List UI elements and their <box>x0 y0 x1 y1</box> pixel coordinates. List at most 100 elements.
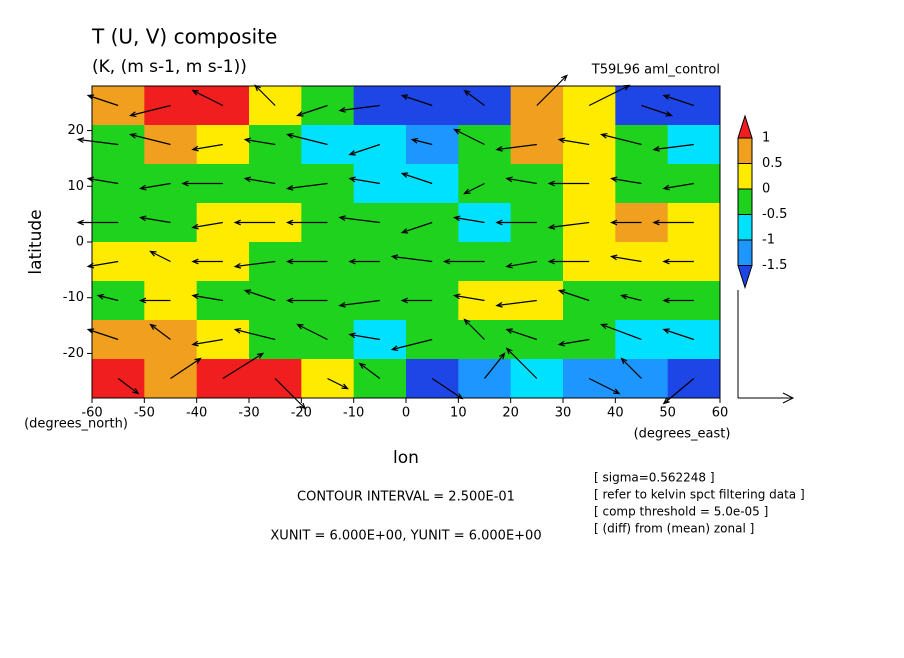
colorbar-label: -0.5 <box>762 207 787 222</box>
colorbar-label: -1.5 <box>762 258 787 273</box>
wind-vector <box>600 132 642 146</box>
contour-cell <box>144 203 198 243</box>
y-tick-label: -20 <box>63 346 84 361</box>
wind-vector <box>588 377 621 395</box>
contour-cell <box>353 86 407 126</box>
colorbar-segment <box>737 137 753 164</box>
contour-cell <box>510 320 564 360</box>
wind-vector <box>285 182 328 191</box>
wind-vector <box>243 137 276 146</box>
y-unit-label: (degrees_north) <box>24 417 128 432</box>
colorbar-segment <box>737 163 753 190</box>
contour-cell <box>92 125 145 165</box>
wind-vector <box>452 215 485 224</box>
note: [ refer to kelvin spct filtering data ] <box>594 488 805 502</box>
wind-vector <box>149 250 171 263</box>
colorbar-triangle <box>737 114 753 139</box>
x-tick-label: 40 <box>607 406 624 421</box>
contour-cell <box>144 86 198 126</box>
wind-vector <box>453 128 485 146</box>
y-tick-label: 0 <box>76 235 84 250</box>
contour-cell <box>458 125 512 165</box>
wind-vector <box>129 132 171 146</box>
contour-cell <box>301 320 355 360</box>
x-tick-label: 50 <box>659 406 676 421</box>
contour-cell <box>615 164 669 204</box>
contour-cell <box>458 359 512 399</box>
contour-cell <box>615 125 669 165</box>
y-tick-label: 10 <box>67 179 84 194</box>
wind-vector <box>149 323 171 340</box>
contour-cell <box>563 203 616 243</box>
wind-vector <box>495 299 537 308</box>
contour-cell <box>301 164 355 204</box>
wind-vector <box>547 258 590 265</box>
wind-vector <box>296 104 328 117</box>
wind-vector <box>138 297 171 304</box>
wind-vector <box>285 258 328 265</box>
y-tick-label: 20 <box>67 123 84 138</box>
wind-vector <box>222 352 265 380</box>
wind-vector <box>495 219 537 226</box>
wind-vector <box>285 297 328 304</box>
contour-cell <box>563 125 616 165</box>
contour-cell <box>510 125 564 165</box>
contour-cell <box>615 320 669 360</box>
contour-cell <box>667 320 721 360</box>
contour-cell <box>353 125 407 165</box>
wind-vector <box>600 323 642 341</box>
note: [ comp threshold = 5.0e-05 ] <box>594 505 768 519</box>
wind-vector <box>286 132 328 146</box>
wind-vector <box>338 299 380 308</box>
wind-vector <box>652 143 694 152</box>
x-tick-label: -30 <box>238 406 259 421</box>
wind-vector <box>243 176 276 185</box>
wind-vector <box>296 323 328 341</box>
colorbar-label: 0.5 <box>762 156 783 171</box>
wind-vector <box>348 143 381 156</box>
contour-cell <box>196 320 250 360</box>
wind-vector <box>390 338 433 352</box>
wind-vector <box>76 137 119 146</box>
wind-vector <box>641 104 673 117</box>
wind-vector <box>129 104 171 118</box>
wind-vector <box>233 219 276 226</box>
wind-vector <box>191 143 223 152</box>
note: [ (diff) from (mean) zonal ] <box>594 522 754 536</box>
run-label: T59L96 aml_control <box>591 63 720 78</box>
colorbar-segment <box>737 214 753 241</box>
wind-vector <box>243 289 276 302</box>
wind-vector <box>505 328 538 341</box>
contour-cell <box>458 164 512 204</box>
contour-cell <box>301 86 355 126</box>
contour-cell <box>144 242 198 282</box>
note: [ sigma=0.562248 ] <box>594 471 715 485</box>
wind-vector <box>400 94 433 107</box>
wind-vector <box>191 258 223 265</box>
wind-vector <box>358 362 381 379</box>
colorbar-segment <box>737 188 753 215</box>
contour-cell <box>667 86 721 126</box>
contour-cell <box>353 164 407 204</box>
contour-interval: CONTOUR INTERVAL = 2.500E-01 <box>297 490 515 505</box>
wind-vector <box>547 180 590 187</box>
contour-cell <box>92 320 145 360</box>
chart-subtitle: (K, (m s-1, m s-1)) <box>92 57 247 77</box>
x-axis-label: lon <box>393 448 419 468</box>
contour-cell <box>92 86 145 126</box>
wind-vector <box>327 377 349 390</box>
contour-cell <box>563 281 616 321</box>
wind-vector <box>452 293 485 302</box>
wind-vector <box>348 258 380 265</box>
wind-vector <box>191 89 224 107</box>
contour-cell <box>249 125 302 165</box>
wind-vector <box>170 357 202 379</box>
wind-vector <box>442 258 485 265</box>
wind-vector <box>662 258 694 265</box>
x-tick-label: 20 <box>502 406 519 421</box>
wind-vector <box>536 74 568 106</box>
wind-vector <box>96 293 119 302</box>
contour-cell <box>353 203 407 243</box>
wind-vector <box>609 176 642 185</box>
